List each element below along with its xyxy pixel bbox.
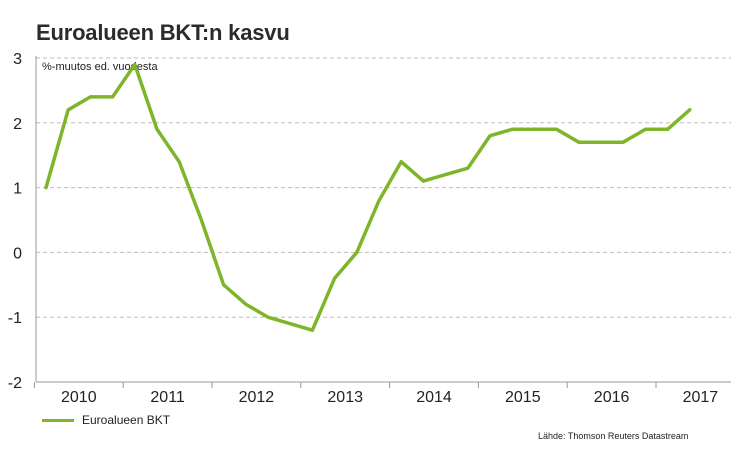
data-point — [200, 218, 203, 222]
data-point — [644, 128, 647, 131]
axes — [33, 56, 731, 388]
y-tick-label: -1 — [8, 310, 22, 327]
data-point — [333, 277, 336, 280]
data-point — [377, 199, 381, 202]
data-point — [155, 128, 159, 131]
x-tick-label: 2013 — [327, 389, 363, 406]
data-point — [133, 63, 136, 66]
data-point — [311, 328, 314, 332]
y-axis-unit-label: %-muutos ed. vuodesta — [42, 61, 158, 73]
data-point — [488, 134, 492, 137]
data-point — [67, 108, 70, 112]
series — [44, 62, 692, 332]
data-point — [44, 186, 48, 189]
source-note: Lähde: Thomson Reuters Datastream — [538, 431, 689, 441]
y-tick-label: -2 — [8, 375, 22, 392]
x-tick-label: 2012 — [239, 389, 275, 406]
data-point — [599, 141, 603, 144]
data-point — [89, 95, 92, 99]
grid-lines — [36, 57, 731, 318]
data-point — [355, 251, 358, 254]
legend: Euroalueen BKT — [42, 413, 170, 427]
data-point — [422, 179, 425, 183]
series-line — [44, 62, 692, 332]
data-point — [222, 283, 225, 286]
data-point — [111, 95, 114, 99]
y-tick-label: 2 — [13, 116, 22, 133]
data-point — [622, 141, 625, 144]
y-tick-label: 1 — [13, 181, 22, 198]
legend-swatch — [42, 418, 74, 422]
data-point — [266, 316, 270, 319]
x-tick-label: 2011 — [150, 389, 185, 406]
data-point — [511, 128, 514, 131]
x-tick-label: 2016 — [594, 389, 630, 406]
x-tick-labels: 2010 2011 2012 2013 2014 2015 2016 2017 — [61, 389, 718, 406]
data-point — [178, 160, 181, 163]
data-point — [533, 128, 536, 131]
chart-title: Euroalueen BKT:n kasvu — [36, 20, 290, 45]
data-point — [688, 108, 691, 112]
x-tick-label: 2015 — [505, 389, 541, 406]
data-point — [289, 322, 292, 325]
y-tick-labels: 3 2 1 0 -1 -2 — [8, 51, 22, 392]
legend-label: Euroalueen BKT — [82, 413, 171, 427]
data-point — [555, 128, 558, 131]
data-point — [577, 141, 580, 144]
x-tick-label: 2014 — [416, 389, 452, 406]
x-tick-label: 2017 — [683, 389, 719, 406]
data-point — [244, 303, 247, 306]
data-point — [444, 173, 447, 176]
y-tick-label: 3 — [13, 51, 22, 68]
data-point — [400, 160, 403, 163]
data-point — [466, 166, 469, 170]
x-tick-label: 2010 — [61, 389, 97, 406]
data-point — [666, 128, 669, 131]
y-tick-label: 0 — [13, 245, 22, 262]
